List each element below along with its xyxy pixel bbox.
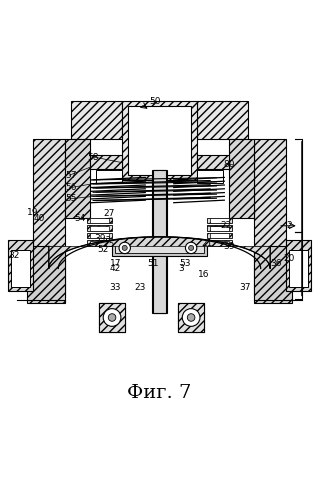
Polygon shape — [87, 240, 112, 246]
Text: 37: 37 — [239, 283, 251, 292]
Bar — [90, 218, 109, 223]
Text: 27: 27 — [103, 209, 115, 218]
Text: 22: 22 — [220, 221, 232, 230]
Text: 16: 16 — [198, 270, 210, 279]
Text: 52: 52 — [97, 246, 108, 254]
Polygon shape — [152, 171, 167, 313]
Text: 23: 23 — [135, 283, 146, 292]
Bar — [210, 226, 229, 231]
Polygon shape — [87, 233, 112, 239]
Bar — [197, 171, 223, 183]
Bar — [11, 250, 30, 287]
Circle shape — [185, 242, 197, 253]
Bar — [90, 234, 109, 238]
Polygon shape — [112, 243, 207, 256]
Bar — [210, 241, 229, 245]
Text: 21: 21 — [201, 239, 213, 248]
Text: 2: 2 — [286, 221, 292, 230]
Polygon shape — [229, 139, 254, 218]
Text: 33: 33 — [109, 283, 121, 292]
Polygon shape — [87, 226, 112, 231]
Bar — [128, 106, 191, 175]
Bar — [210, 234, 229, 238]
Text: 3: 3 — [179, 264, 184, 273]
Text: 54: 54 — [75, 214, 86, 223]
Text: 32: 32 — [8, 251, 20, 260]
Polygon shape — [197, 155, 229, 169]
Text: 39: 39 — [223, 242, 235, 251]
Circle shape — [182, 309, 200, 326]
Polygon shape — [207, 233, 232, 239]
Bar — [289, 250, 308, 287]
Polygon shape — [87, 218, 112, 223]
Text: 17: 17 — [109, 259, 121, 268]
Text: 19: 19 — [27, 208, 39, 217]
Polygon shape — [207, 218, 232, 223]
Polygon shape — [33, 139, 65, 297]
Polygon shape — [207, 240, 232, 246]
Text: 40: 40 — [33, 214, 45, 223]
Text: 25: 25 — [103, 240, 115, 250]
Polygon shape — [49, 237, 270, 268]
Text: 58: 58 — [87, 153, 99, 162]
Bar — [178, 303, 204, 332]
Text: Фиг. 7: Фиг. 7 — [127, 384, 192, 402]
Polygon shape — [286, 240, 311, 290]
Polygon shape — [65, 139, 90, 218]
Polygon shape — [207, 226, 232, 231]
Text: 53: 53 — [179, 259, 190, 268]
Polygon shape — [8, 240, 33, 290]
Bar — [100, 303, 125, 332]
Text: 39a: 39a — [94, 234, 111, 243]
Polygon shape — [122, 101, 197, 180]
Circle shape — [119, 242, 130, 253]
Text: 20: 20 — [284, 254, 295, 263]
Text: 80: 80 — [223, 160, 235, 169]
Bar — [90, 241, 109, 245]
Text: 42: 42 — [110, 264, 121, 273]
Text: 36: 36 — [271, 259, 282, 268]
Polygon shape — [100, 303, 125, 332]
Bar — [96, 171, 122, 183]
Text: 57: 57 — [65, 171, 77, 180]
Polygon shape — [254, 247, 292, 303]
Text: 56: 56 — [65, 183, 77, 192]
Text: 51: 51 — [147, 259, 159, 268]
Polygon shape — [178, 303, 204, 332]
Circle shape — [122, 246, 127, 250]
Bar — [90, 226, 109, 231]
Polygon shape — [197, 101, 248, 139]
Polygon shape — [90, 155, 122, 169]
Polygon shape — [71, 101, 122, 139]
Text: 55: 55 — [65, 195, 77, 204]
Bar — [210, 218, 229, 223]
Polygon shape — [254, 139, 286, 297]
Circle shape — [189, 246, 194, 250]
Bar — [153, 171, 166, 313]
Circle shape — [108, 314, 116, 321]
Circle shape — [187, 314, 195, 321]
Polygon shape — [27, 247, 65, 303]
Bar — [115, 245, 204, 252]
Circle shape — [103, 309, 121, 326]
Text: 50: 50 — [149, 97, 160, 106]
